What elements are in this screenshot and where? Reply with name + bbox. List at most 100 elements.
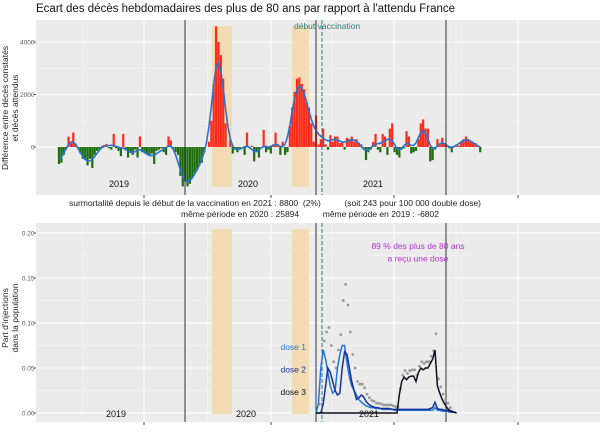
bar [362,147,365,149]
bar [464,136,468,147]
highlight-band [292,229,309,414]
bar [224,123,227,147]
total-injections-point [358,382,362,386]
bar [181,147,184,187]
bar [198,147,201,166]
bar [386,147,389,155]
bar [472,143,475,147]
highlight-band [212,229,232,414]
bar [112,133,115,147]
year-label: 2020 [236,409,256,419]
bar [174,147,177,153]
bar [300,84,303,147]
total-injections-point [406,372,409,375]
bar [438,144,441,147]
y-tick-label: 0.20 [22,231,35,238]
bar [84,147,87,161]
total-injections-point [379,402,383,406]
total-injections-point [327,326,331,329]
y-axis-title-line: dans la population [10,283,20,352]
bar [324,144,327,147]
bar [217,42,220,147]
bar [395,147,399,155]
bar [200,147,203,163]
total-injections-point [417,364,421,368]
bar [60,147,63,163]
bar [336,136,339,147]
bar [212,84,215,147]
bar [341,141,344,147]
bar [122,133,125,147]
bar [274,132,277,147]
total-injections-point [384,403,388,407]
total-injections-point [370,399,374,402]
bar [417,139,420,147]
bar [381,133,384,147]
coverage-annotation: 89 % des plus de 80 ans [371,241,464,251]
bar [176,147,180,155]
bar [443,143,446,147]
bar [288,126,291,147]
total-injections-point [348,330,352,334]
total-injections-point [351,353,355,356]
total-injections-point [329,344,333,347]
total-injections-point [337,348,340,352]
total-injections-point [444,398,447,401]
bar [353,141,356,147]
bar [431,147,434,161]
bar [129,147,132,153]
bar [279,147,282,155]
bar [88,147,92,159]
bar [295,78,299,147]
bar [229,139,232,147]
bar [262,129,265,147]
legend-label-dose-2: dose 2 [280,365,306,375]
year-label: 2019 [109,179,129,189]
bar [312,141,315,147]
total-injections-point [368,396,371,400]
y-axis-title-line: Différence entre décès constatés [0,46,10,170]
total-injections-point [413,368,417,372]
bar [405,131,408,147]
bar [445,145,449,147]
bar [188,147,191,184]
total-injections-point [356,380,359,383]
y-tick-label: 0.00 [22,411,35,418]
total-injections-point [439,385,443,389]
bar [138,136,142,147]
total-injections-point [410,368,414,372]
bar [136,147,139,158]
bar [195,147,199,171]
total-injections-point [344,282,347,286]
smooth-trend-line [58,60,481,183]
total-injections-point [437,377,440,381]
total-injections-point [339,333,343,337]
bar [479,147,482,153]
bar [331,141,334,147]
bar [179,147,182,176]
bar [281,141,284,147]
total-injections-point [322,339,326,343]
bar [383,136,387,147]
bar [345,137,349,147]
coverage-annotation: a reçu une dose [388,254,449,264]
bar [436,139,439,147]
bar [210,120,213,147]
bar [364,147,368,161]
bar [207,141,211,147]
total-injections-point [389,403,393,407]
bar [450,147,453,153]
bar [429,147,432,162]
total-injections-point [394,405,397,409]
total-injections-point [332,360,336,364]
bar [267,147,270,150]
bar [462,139,465,147]
bar [269,147,272,154]
bar [391,123,394,147]
year-label: 2021 [359,409,379,419]
bar [457,145,460,147]
bar [79,147,82,154]
series-line-dose-2 [316,350,457,414]
total-injections-point [346,303,350,307]
